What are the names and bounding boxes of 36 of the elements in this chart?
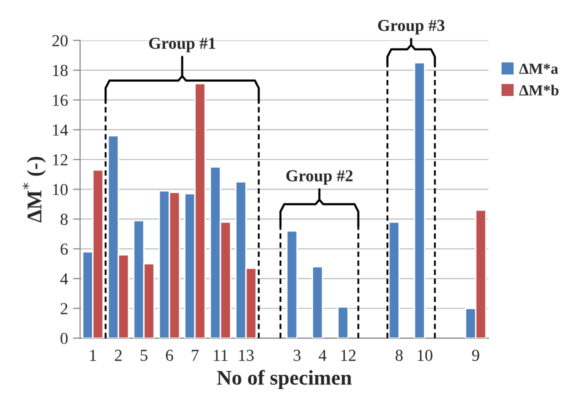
bar — [312, 266, 324, 338]
y-tick-label: 6 — [60, 244, 68, 255]
y-tick-label: 10 — [53, 184, 68, 196]
x-tick-label: 12 — [341, 350, 356, 361]
x-tick-label: 3 — [294, 350, 301, 361]
x-tick-label: 1 — [90, 350, 96, 361]
y-tick-label: 20 — [52, 35, 68, 46]
x-tick-label: 10 — [418, 350, 432, 361]
x-tick-label: 4 — [318, 350, 326, 361]
legend-label: ΔM*b — [519, 84, 559, 96]
text: Group #3 — [378, 20, 444, 34]
x-tick-label: 13 — [239, 350, 254, 361]
annotation: Group #2 — [286, 170, 353, 185]
y-tick-label: 12 — [53, 154, 68, 166]
x-tick-label: 8 — [396, 350, 403, 361]
y-tick-label: 4 — [60, 273, 68, 284]
bar — [414, 62, 426, 338]
y-tick-label: 8 — [60, 214, 68, 225]
legend-label: ΔM*a — [519, 64, 558, 74]
x-axis-title: No of specimen — [216, 370, 352, 390]
annotation: Group #1 — [149, 38, 216, 52]
x-tick-label: 7 — [192, 350, 199, 361]
bar — [337, 306, 349, 338]
y-tick-label: 14 — [53, 124, 68, 136]
y-tick-label: 18 — [53, 64, 68, 76]
y-axis-title: ΔM$^{*}$ (-) — [22, 156, 46, 222]
x-tick-label: 5 — [140, 350, 148, 361]
y-tick-label: 2 — [60, 303, 68, 314]
bar — [388, 221, 400, 338]
y-tick-label: 16 — [53, 94, 68, 106]
x-tick-label: 2 — [114, 350, 122, 361]
x-tick-label: 11 — [214, 350, 228, 361]
x-tick-label: 9 — [472, 350, 480, 361]
bar — [286, 230, 298, 338]
y-tick-label: 0 — [60, 332, 68, 344]
x-tick-label: 6 — [166, 350, 174, 361]
